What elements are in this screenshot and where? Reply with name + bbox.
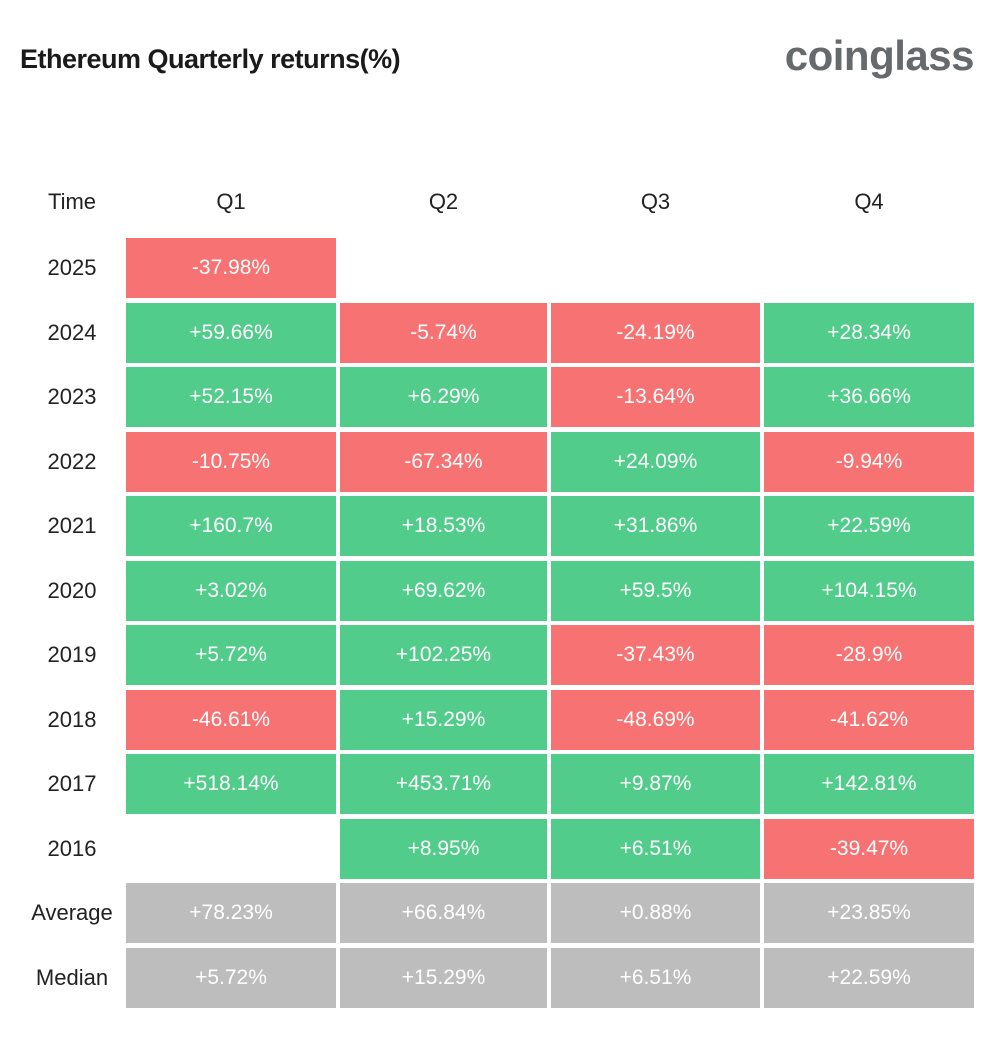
return-cell: +15.29% [340, 689, 547, 750]
return-cell: -5.74% [340, 302, 547, 363]
return-cell: +36.66% [764, 367, 974, 427]
row-header-label: Time [47, 189, 97, 214]
row-label: 2018 [47, 706, 97, 732]
return-cell: +6.29% [340, 367, 547, 427]
return-cell: +52.15% [126, 367, 336, 427]
return-cell: +518.14% [126, 754, 336, 814]
return-cell: -13.64% [551, 367, 760, 427]
return-cell: +59.5% [551, 560, 760, 621]
return-cell: -39.47% [764, 818, 974, 879]
row-label: Average [31, 900, 113, 925]
return-cell: +3.02% [126, 560, 336, 621]
summary-cell: +23.85% [764, 883, 974, 943]
return-cell: +24.09% [551, 431, 760, 492]
row-label: 2020 [47, 577, 97, 603]
row-label: 2024 [47, 319, 97, 345]
return-cell: -46.61% [126, 689, 336, 750]
summary-cell: +22.59% [764, 947, 974, 1008]
coinglass-logo: coinglass [784, 32, 975, 79]
row-label: 2017 [47, 771, 97, 796]
return-cell: +142.81% [764, 754, 974, 814]
column-header-q4: Q4 [854, 189, 884, 214]
return-cell: -48.69% [551, 689, 760, 750]
return-cell: +9.87% [551, 754, 760, 814]
return-cell: -28.9% [764, 625, 974, 685]
summary-cell: +78.23% [126, 883, 336, 943]
return-cell: -41.62% [764, 689, 974, 750]
row-label: 2021 [47, 513, 97, 538]
return-cell: +28.34% [764, 302, 974, 363]
return-cell: +102.25% [340, 625, 547, 685]
column-header-q1: Q1 [216, 189, 246, 214]
row-label: Median [35, 964, 109, 990]
column-header-q2: Q2 [428, 189, 459, 214]
row-label: 2022 [47, 448, 97, 474]
return-cell: +6.51% [551, 818, 760, 879]
return-cell: +104.15% [764, 560, 974, 621]
row-label: 2025 [47, 255, 97, 280]
return-cell: -9.94% [764, 431, 974, 492]
return-cell: +453.71% [340, 754, 547, 814]
chart-title: Ethereum Quarterly returns(%) [20, 44, 401, 74]
summary-cell: +5.72% [126, 947, 336, 1008]
return-cell: +8.95% [340, 818, 547, 879]
return-cell: -67.34% [340, 431, 547, 492]
return-cell: -24.19% [551, 302, 760, 363]
return-cell: +5.72% [126, 625, 336, 685]
summary-cell: +0.88% [551, 883, 760, 943]
return-cell: -10.75% [126, 431, 336, 492]
return-cell: +18.53% [340, 496, 547, 556]
return-cell: -37.98% [126, 238, 336, 298]
summary-cell: +15.29% [340, 947, 547, 1008]
row-label: 2023 [47, 384, 97, 409]
return-cell: +160.7% [126, 496, 336, 556]
return-cell: +31.86% [551, 496, 760, 556]
return-cell: -37.43% [551, 625, 760, 685]
return-cell: +22.59% [764, 496, 974, 556]
column-header-q3: Q3 [640, 189, 671, 214]
summary-cell: +66.84% [340, 883, 547, 943]
row-label: 2016 [47, 835, 97, 861]
return-cell: +59.66% [126, 302, 336, 363]
row-label: 2019 [47, 642, 97, 667]
summary-cell: +6.51% [551, 947, 760, 1008]
return-cell: +69.62% [340, 560, 547, 621]
